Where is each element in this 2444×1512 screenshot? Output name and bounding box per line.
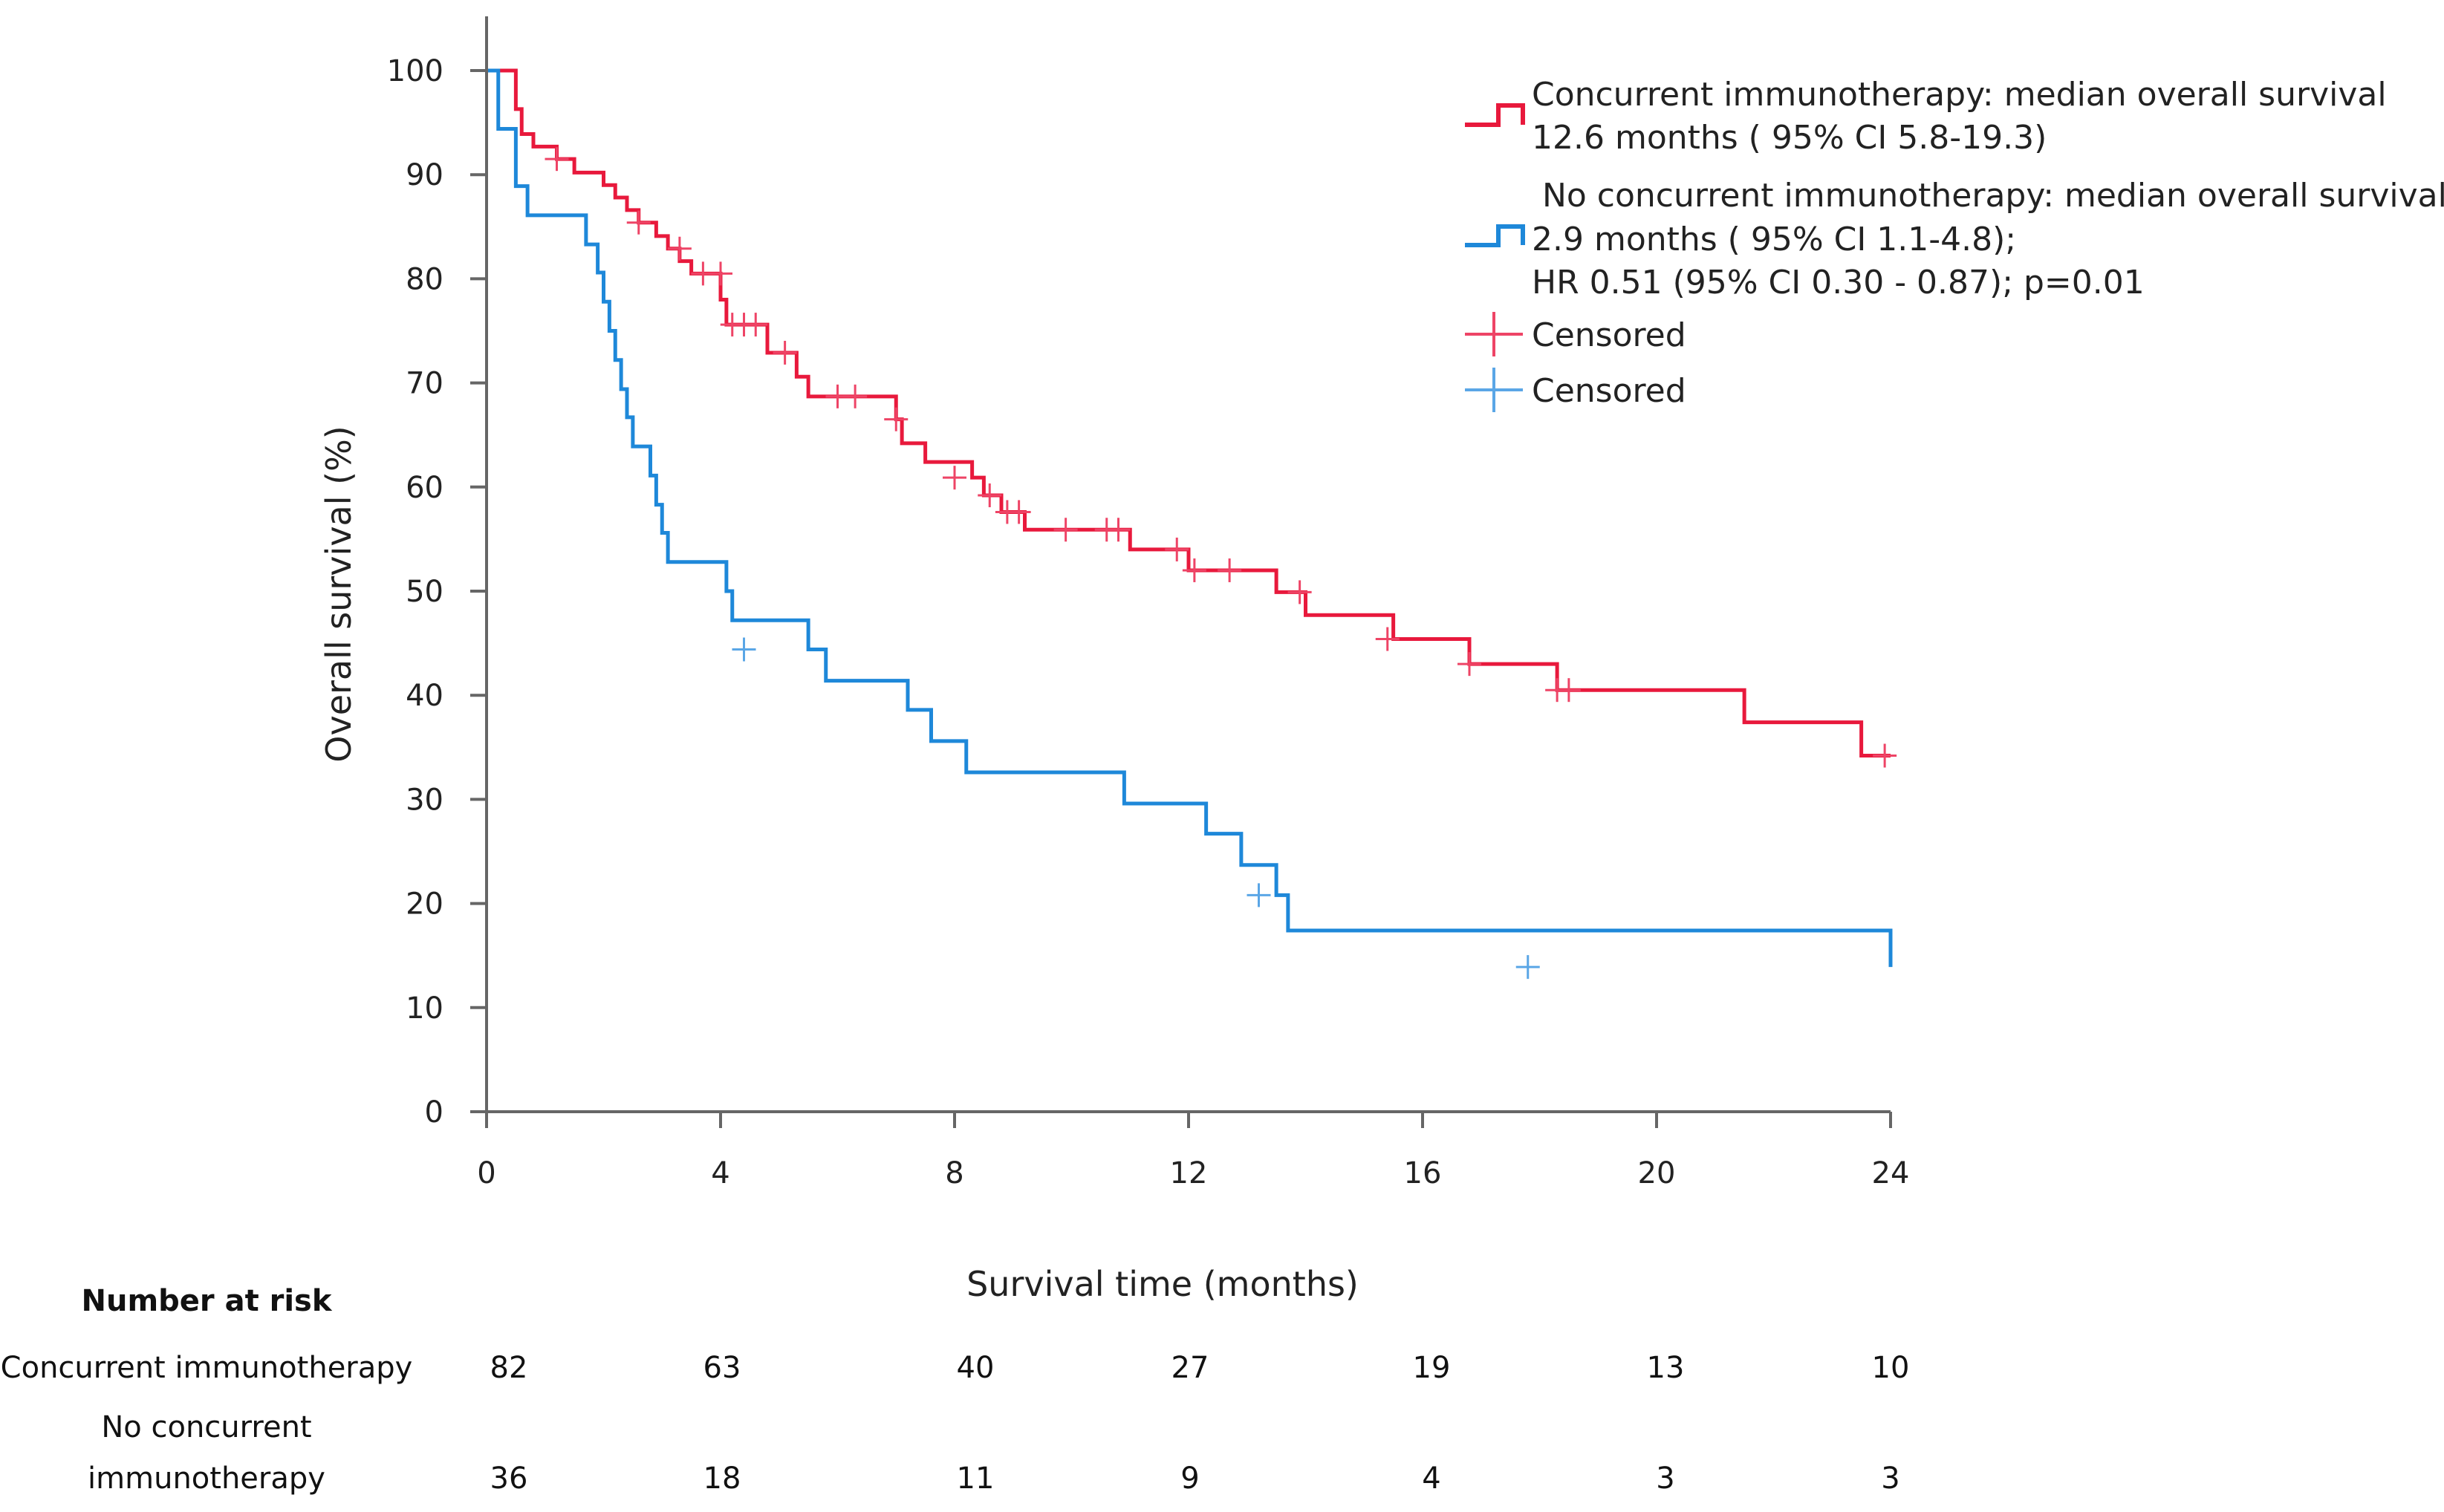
risk-count: 18 — [703, 1462, 741, 1496]
y-tick-label: 10 — [406, 991, 443, 1026]
legend-swatch-no-concurrent — [1465, 224, 1525, 247]
censor-mark-concurrent — [843, 384, 868, 408]
risk-count: 40 — [957, 1351, 995, 1385]
risk-count: 3 — [1881, 1462, 1899, 1496]
risk-table: Number at risk Concurrent immunotherapy … — [1, 1284, 1910, 1496]
censor-mark-concurrent — [1873, 743, 1897, 768]
risk-values: 82 63 40 27 19 13 10 36 18 11 9 4 3 3 — [490, 1351, 1910, 1496]
legend-concurrent-line1: Concurrent immunotherapy: median overall… — [1532, 76, 2387, 114]
censor-mark-concurrent — [1556, 678, 1581, 703]
risk-table-title: Number at risk — [82, 1284, 333, 1318]
risk-row-label-concurrent: Concurrent immunotherapy — [1, 1351, 413, 1385]
km-curve-no-concurrent — [487, 68, 1893, 968]
censor-mark-concurrent — [744, 313, 768, 337]
x-tick-label: 16 — [1404, 1156, 1442, 1190]
censor-mark-concurrent — [667, 236, 692, 261]
y-tick-label: 80 — [406, 262, 443, 296]
x-tick-label: 0 — [477, 1156, 495, 1190]
legend-no-concurrent-line3: HR 0.51 (95% CI 0.30 - 0.87); p=0.01 — [1532, 264, 2145, 302]
y-tick-label: 90 — [406, 158, 443, 192]
y-tick-label: 30 — [406, 783, 443, 817]
censor-mark-concurrent — [709, 261, 732, 286]
censor-mark-concurrent — [1182, 558, 1206, 582]
y-tick-label: 0 — [425, 1095, 443, 1130]
risk-count: 11 — [957, 1462, 995, 1496]
legend-no-concurrent-line2: 2.9 months ( 95% CI 1.1-4.8); — [1532, 221, 2016, 258]
risk-count: 9 — [1180, 1462, 1199, 1496]
censor-mark-concurrent — [1218, 558, 1242, 582]
risk-row-label-no-concurrent-1: No concurrent — [101, 1410, 311, 1444]
risk-count: 63 — [703, 1351, 741, 1385]
legend-no-concurrent-line1: No concurrent immunotherapy: median over… — [1532, 177, 2444, 215]
legend-censored-blue-marker — [1465, 368, 1523, 412]
x-tick-label: 20 — [1638, 1156, 1676, 1190]
x-tick-label: 24 — [1872, 1156, 1910, 1190]
legend-censored-blue-label: Censored — [1532, 372, 1686, 410]
censor-mark-concurrent — [1287, 580, 1312, 605]
censor-mark-no-concurrent — [732, 637, 756, 662]
censor-mark-concurrent — [943, 466, 966, 490]
censor-mark-concurrent — [1007, 500, 1031, 524]
censor-mark-concurrent — [1375, 627, 1400, 651]
censor-mark-no-concurrent — [1515, 955, 1540, 980]
risk-count: 27 — [1171, 1351, 1209, 1385]
risk-count: 10 — [1872, 1351, 1910, 1385]
censor-mark-concurrent — [1106, 518, 1131, 542]
censor-mark-concurrent — [1457, 652, 1481, 677]
y-tick-label: 50 — [406, 575, 443, 609]
y-axis-title: Overall survival (%) — [319, 426, 359, 762]
legend-censored-red-label: Censored — [1532, 316, 1686, 354]
risk-count: 13 — [1647, 1351, 1685, 1385]
x-tick-label: 4 — [711, 1156, 729, 1190]
ticks: 0 10 20 30 40 50 60 70 80 90 100 0 4 8 12 16 20 24 — [387, 54, 1910, 1190]
legend-concurrent-line2: 12.6 months ( 95% CI 5.8-19.3) — [1532, 119, 2047, 157]
legend-censored-red-marker — [1465, 312, 1523, 356]
km-curve-concurrent — [487, 68, 1891, 758]
censor-mark-concurrent — [978, 483, 1002, 508]
plot-area — [487, 68, 1897, 980]
y-tick-label: 70 — [406, 367, 443, 401]
risk-count: 4 — [1422, 1462, 1440, 1496]
x-tick-label: 8 — [945, 1156, 963, 1190]
censor-mark-concurrent — [626, 210, 651, 235]
censor-mark-no-concurrent — [1247, 883, 1271, 907]
y-tick-label: 20 — [406, 887, 443, 922]
risk-count: 3 — [1656, 1462, 1674, 1496]
x-axis-title: Survival time (months) — [966, 1264, 1359, 1304]
risk-count: 82 — [490, 1351, 528, 1385]
censor-mark-concurrent — [884, 407, 909, 431]
censor-mark-concurrent — [1053, 518, 1078, 542]
y-tick-label: 100 — [387, 54, 443, 88]
risk-count: 36 — [490, 1462, 528, 1496]
legend: Concurrent immunotherapy: median overall… — [1465, 76, 2444, 412]
risk-count: 19 — [1413, 1351, 1451, 1385]
x-tick-label: 12 — [1170, 1156, 1208, 1190]
legend-swatch-concurrent — [1465, 103, 1525, 127]
y-tick-label: 60 — [406, 471, 443, 505]
risk-row-label-no-concurrent-2: immunotherapy — [88, 1462, 325, 1496]
censor-mark-concurrent — [545, 147, 569, 172]
y-tick-label: 40 — [406, 679, 443, 713]
censor-mark-concurrent — [773, 340, 797, 365]
censor-mark-concurrent — [1165, 537, 1189, 561]
